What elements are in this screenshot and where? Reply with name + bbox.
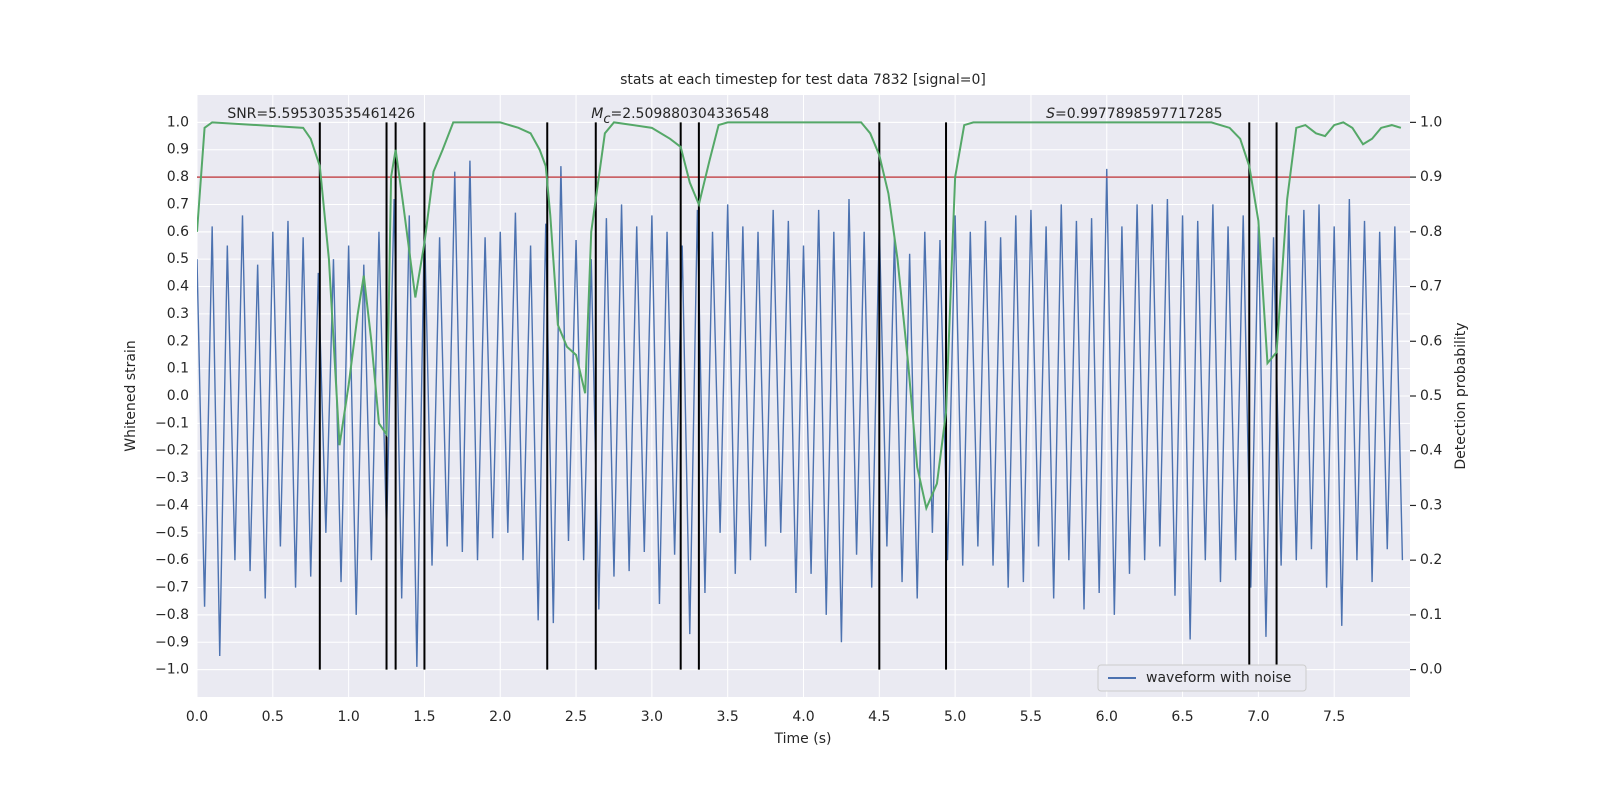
annotation-value: =0.9977898597717285 [1055,106,1223,122]
y-tick-label: −0.8 [155,607,189,623]
y2-tick-label: 0.1 [1420,607,1442,623]
x-tick-label: 6.0 [1096,709,1118,725]
y-tick-label: −0.4 [155,497,189,513]
y-tick-label: 0.2 [167,333,189,349]
y-tick-label: 1.0 [167,114,189,130]
x-tick-label: 1.0 [337,709,359,725]
axes-layer: 0.0 0.5 1.0 1.5 2.0 2.5 3.0 3.5 4.0 4.5 5.0 5.5 6.0 6… [155,106,1442,725]
x-tick-label: 6.5 [1171,709,1193,725]
y2-tick-label: 0.6 [1420,333,1442,349]
probability-line [197,121,1402,512]
y-tick-label: 0.1 [167,361,189,377]
y-tick-label: 0.6 [167,224,189,240]
y-tick-label: −1.0 [155,662,189,678]
chart-title: stats at each timestep for test data 783… [620,72,986,88]
y2-tick-label: 1.0 [1420,114,1442,130]
annotation-value: =5.595303535461426 [256,106,415,122]
annotation-value: =2.509880304336548 [610,106,769,122]
annotation: S=0.9977898597717285 [1046,106,1223,122]
y-tick-label: 0.5 [167,251,189,267]
x-tick-label: 4.5 [868,709,890,725]
x-tick-label: 5.5 [1020,709,1042,725]
y-tick-label: −0.7 [155,580,189,596]
y2-tick-label: 0.9 [1420,169,1442,185]
x-tick-label: 7.0 [1247,709,1269,725]
y2-tick-label: 0.3 [1420,497,1442,513]
x-tick-label: 2.5 [565,709,587,725]
x-tick-label: 4.0 [792,709,814,725]
y-tick-label: −0.1 [155,415,189,431]
x-tick-label: 7.5 [1323,709,1345,725]
y-tick-label: −0.9 [155,634,189,650]
y-tick-label: −0.3 [155,470,189,486]
x-tick-label: 3.5 [717,709,739,725]
y-tick-label: −0.2 [155,443,189,459]
legend-box [1097,664,1307,692]
legend-label: waveform with noise [1146,670,1291,686]
y2-tick-label: 0.0 [1420,662,1442,678]
x-tick-label: 0.5 [262,709,284,725]
x-tick-label: 3.0 [641,709,663,725]
annotation-symbol: S [1046,106,1055,122]
y2-tick-label: 0.4 [1420,443,1442,459]
annotation-symbol: M [591,106,603,122]
plot-layer [197,121,1410,670]
annotation-subscript: c [603,112,610,127]
y2-tick-label: 0.2 [1420,552,1442,568]
waveform-line [197,160,1404,667]
y-tick-label: 0.3 [167,306,189,322]
y-tick-label: −0.5 [155,525,189,541]
y-tick-label: 0.8 [167,169,189,185]
y2-tick-label: 0.8 [1420,224,1442,240]
y-tick-label: −0.6 [155,552,189,568]
y-axis-label: Whitened strain [123,340,139,451]
annotation: SNR=5.595303535461426 [227,106,415,122]
annotation: Mc=2.509880304336548 [591,106,769,127]
y2-tick-label: 0.5 [1420,388,1442,404]
annotation-symbol: SNR [227,106,256,122]
y2-axis-label: Detection probability [1453,322,1469,469]
y-tick-label: 0.0 [167,388,189,404]
x-tick-label: 5.0 [944,709,966,725]
legend: waveform with noise [1097,664,1307,692]
x-tick-label: 0.0 [186,709,208,725]
y-tick-label: 0.4 [167,279,189,295]
y2-tick-label: 0.7 [1420,279,1442,295]
x-axis-label: Time (s) [774,731,832,747]
x-tick-label: 1.5 [413,709,435,725]
y-tick-label: 0.9 [167,142,189,158]
x-tick-label: 2.0 [489,709,511,725]
y-tick-label: 0.7 [167,196,189,212]
